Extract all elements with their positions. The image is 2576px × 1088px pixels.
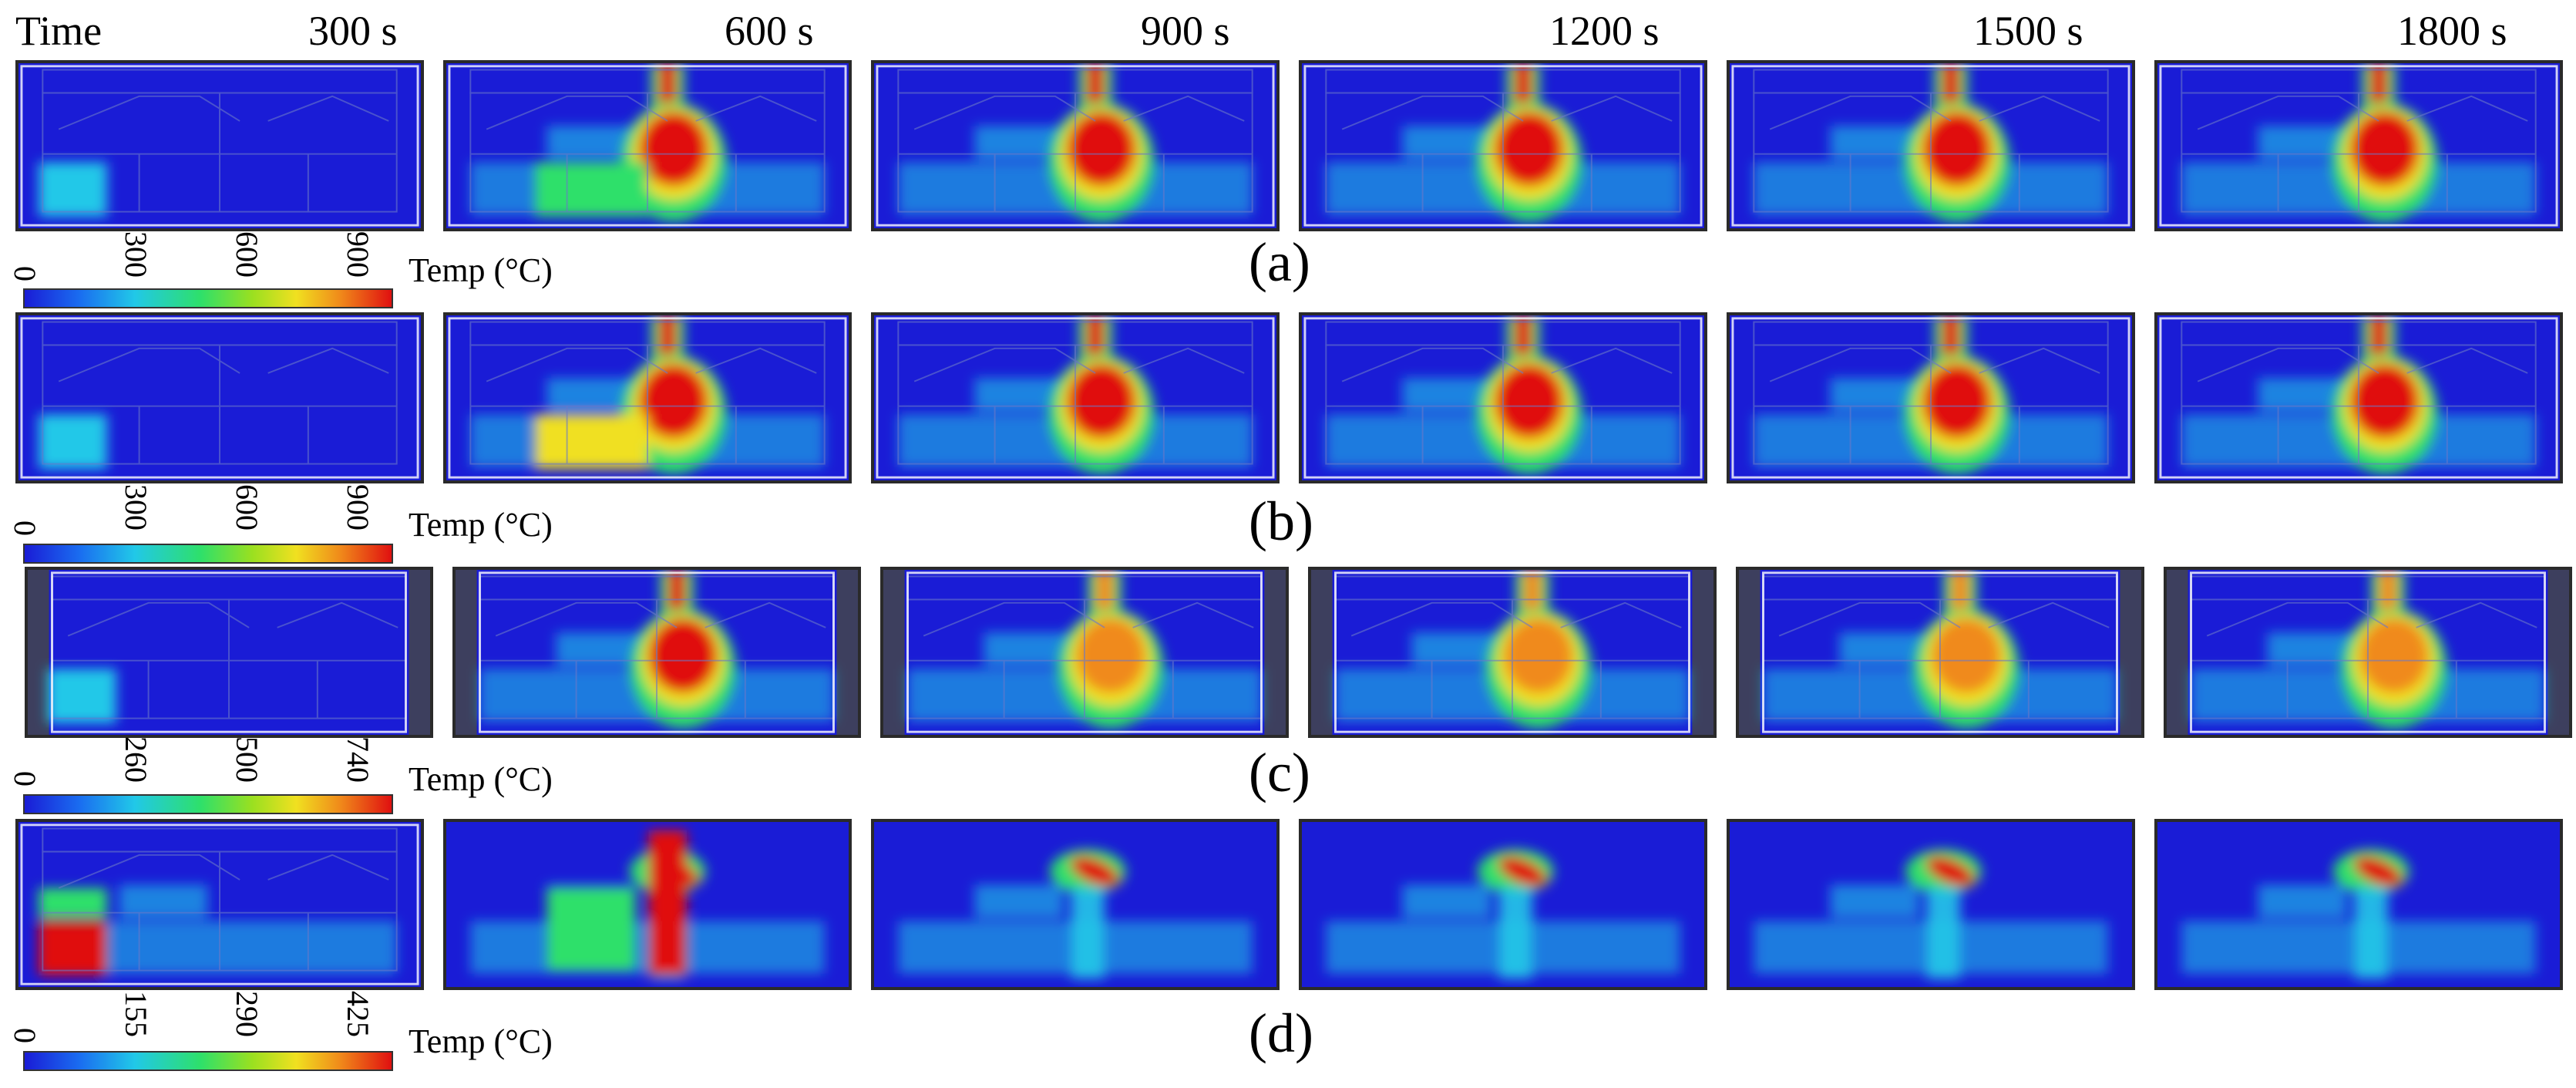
snapshot-panel-r3-c2 (452, 567, 861, 738)
snapshot-panel-r1-c4 (1299, 60, 1707, 231)
tick-b-2: 600 (230, 484, 264, 531)
colorbar-b (23, 544, 393, 564)
tick-d-2: 290 (230, 991, 264, 1037)
snapshot-panel-r2-c2 (443, 312, 852, 483)
snapshot-panel-r2-c6 (2154, 312, 2563, 483)
tick-d-3: 425 (341, 991, 375, 1037)
row-label-d: (d) (1249, 1002, 1313, 1064)
row-label-a: (a) (1249, 231, 1310, 293)
temp-label-c: Temp (°C) (409, 760, 553, 798)
snapshot-panel-r4-c1 (15, 819, 424, 990)
tick-d-1: 155 (119, 991, 153, 1037)
time-label-1500s: 1500 s (1973, 8, 2083, 54)
tick-b-0: 0 (8, 520, 42, 536)
temp-label-a: Temp (°C) (409, 251, 553, 289)
tick-a-0: 0 (8, 266, 42, 281)
row-label-c: (c) (1249, 742, 1310, 803)
snapshot-panel-r3-c3 (880, 567, 1289, 738)
tick-c-2: 500 (230, 736, 264, 783)
snapshot-panel-r1-c3 (871, 60, 1280, 231)
tick-a-2: 600 (230, 231, 264, 278)
tick-c-3: 740 (341, 736, 375, 783)
tick-b-1: 300 (119, 484, 153, 531)
snapshot-panel-r2-c5 (1727, 312, 2135, 483)
time-label-600s: 600 s (725, 8, 814, 54)
time-header-label: Time (15, 8, 103, 54)
snapshot-panel-r1-c1 (15, 60, 424, 231)
snapshot-panel-r4-c6 (2154, 819, 2563, 990)
temp-label-d: Temp (°C) (409, 1022, 553, 1060)
colorbar-c (23, 794, 393, 814)
time-label-300s: 300 s (308, 8, 398, 54)
tick-c-0: 0 (8, 771, 42, 787)
snapshot-panel-r4-c5 (1727, 819, 2135, 990)
time-label-1800s: 1800 s (2397, 8, 2507, 54)
snapshot-panel-r1-c5 (1727, 60, 2135, 231)
colorbar-a (23, 288, 393, 308)
snapshot-panel-r4-c3 (871, 819, 1280, 990)
time-label-900s: 900 s (1141, 8, 1230, 54)
row-label-b: (b) (1249, 490, 1313, 552)
snapshot-panel-r2-c1 (15, 312, 424, 483)
snapshot-panel-r3-c4 (1308, 567, 1717, 738)
tick-c-1: 260 (119, 736, 153, 783)
snapshot-panel-r3-c5 (1736, 567, 2144, 738)
tick-b-3: 900 (341, 484, 375, 531)
colorbar-d (23, 1051, 393, 1071)
snapshot-panel-r2-c3 (871, 312, 1280, 483)
snapshot-panel-r1-c2 (443, 60, 852, 231)
snapshot-panel-r4-c2 (443, 819, 852, 990)
tick-a-3: 900 (341, 231, 375, 278)
tick-d-0: 0 (8, 1028, 42, 1043)
tick-a-1: 300 (119, 231, 153, 278)
time-label-1200s: 1200 s (1549, 8, 1660, 54)
snapshot-panel-r3-c1 (25, 567, 433, 738)
snapshot-panel-r1-c6 (2154, 60, 2563, 231)
temp-label-b: Temp (°C) (409, 506, 553, 544)
snapshot-panel-r4-c4 (1299, 819, 1707, 990)
snapshot-panel-r2-c4 (1299, 312, 1707, 483)
snapshot-panel-r3-c6 (2164, 567, 2572, 738)
